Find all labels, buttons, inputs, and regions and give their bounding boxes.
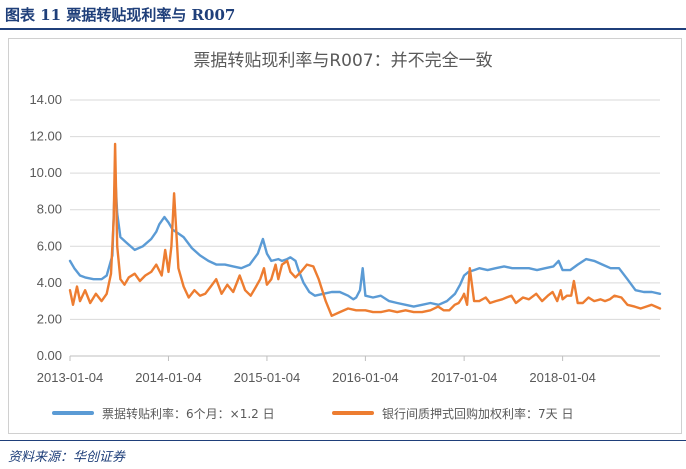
figure-header: 图表 11 票据转贴现利率与 R007 [0, 0, 686, 30]
y-tick-label: 0.00 [37, 348, 62, 363]
y-tick-label: 14.00 [29, 92, 62, 107]
x-tick-label: 2017-01-04 [431, 370, 498, 385]
source-rule [0, 440, 686, 441]
x-tick-label: 2018-01-04 [529, 370, 596, 385]
series-line-bill-rate [68, 171, 662, 308]
legend-label-blue: 票据转贴利率：6个月：×1.2 日 [102, 407, 275, 421]
x-tick-label: 2013-01-04 [37, 370, 104, 385]
x-tick-label: 2015-01-04 [234, 370, 301, 385]
series-line-r007 [68, 142, 662, 317]
figure-title: 图表 11 票据转贴现利率与 R007 [5, 6, 236, 24]
y-tick-label: 6.00 [37, 238, 62, 253]
legend-swatch-blue [52, 411, 94, 415]
x-tick-label: 2016-01-04 [332, 370, 399, 385]
x-tick-label: 2014-01-04 [135, 370, 202, 385]
legend-swatch-orange [332, 411, 374, 415]
figure-source: 资料来源：华创证券 [8, 450, 126, 465]
chart-legend: 票据转贴利率：6个月：×1.2 日 银行间质押式回购加权利率：7天 日 [0, 404, 686, 422]
header-rule [0, 28, 686, 30]
y-tick-label: 10.00 [29, 165, 62, 180]
y-tick-label: 8.00 [37, 202, 62, 217]
y-tick-label: 2.00 [37, 311, 62, 326]
chart-title: 票据转贴现利率与R007：并不完全一致 [193, 51, 493, 71]
legend-label-orange: 银行间质押式回购加权利率：7天 日 [382, 407, 574, 421]
y-tick-label: 4.00 [37, 275, 62, 290]
y-tick-label: 12.00 [29, 129, 62, 144]
